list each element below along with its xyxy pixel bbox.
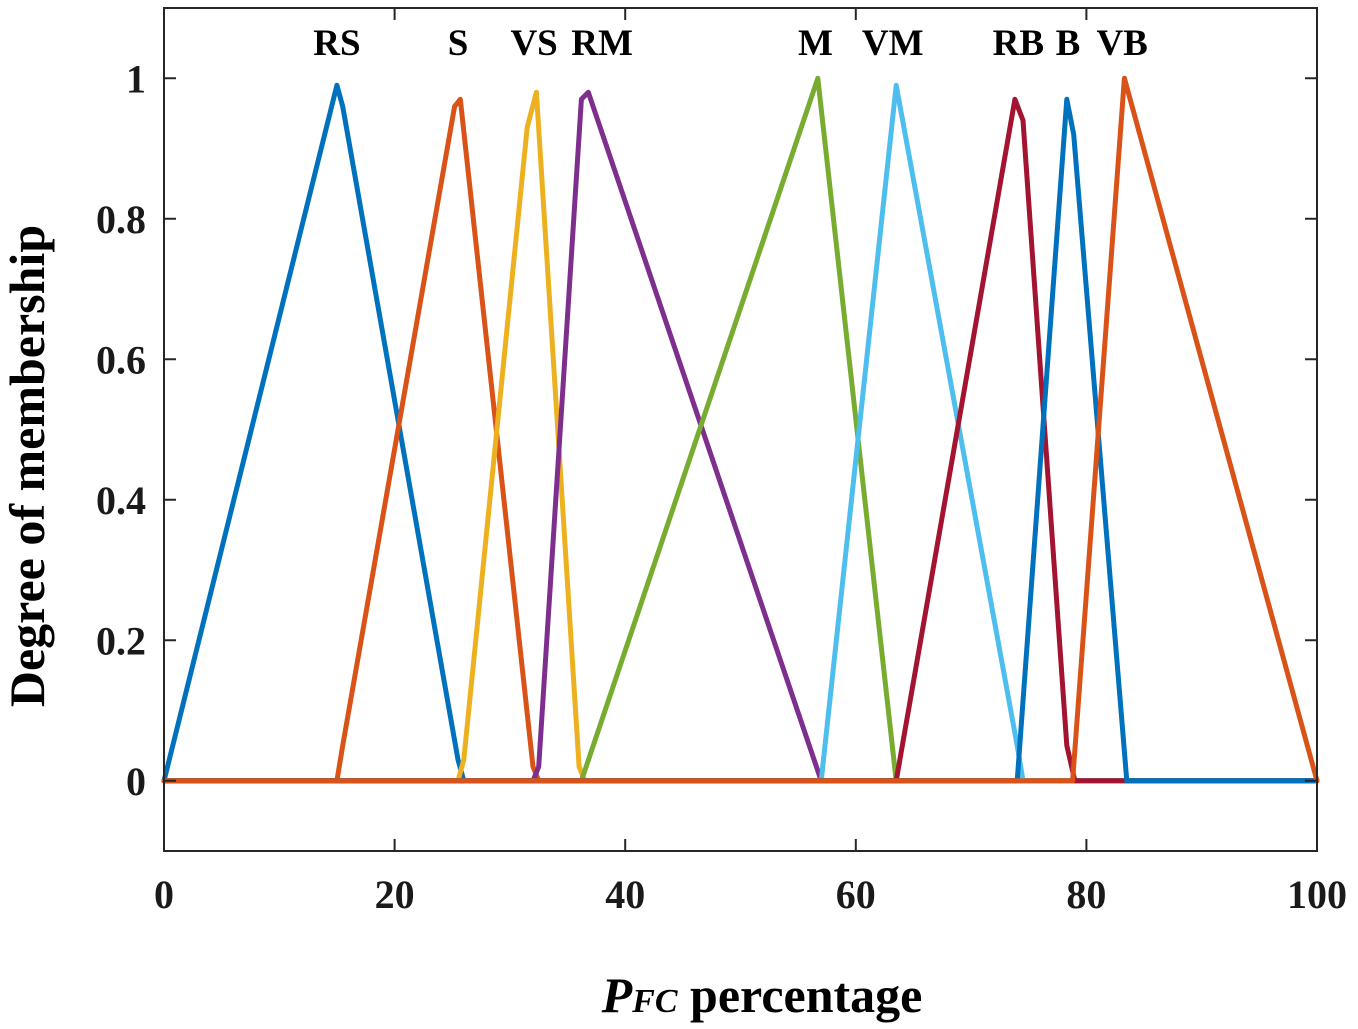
series-line-vm	[161, 82, 1320, 784]
series-label-rm: RM	[571, 23, 633, 64]
y-tick-label: 0.6	[96, 337, 146, 382]
series-line-b	[161, 96, 1320, 784]
series-label-b: B	[1056, 23, 1081, 64]
series-layer	[161, 75, 1320, 784]
series-label-m: M	[798, 23, 833, 64]
series-line-m	[161, 75, 1320, 784]
series-line-s	[161, 96, 1320, 784]
tick-layer: 0 20 40 60 80 100 0 0.2 0.4 0.6 0.8 1	[96, 8, 1347, 917]
y-tick-label: 0	[126, 759, 146, 804]
x-axis-title-suffix: percentage	[678, 967, 923, 1023]
series-line-rb	[161, 96, 1320, 784]
y-tick-label: 0.8	[96, 197, 146, 242]
x-tick-label: 60	[836, 872, 876, 917]
y-tick-label: 0.2	[96, 618, 146, 663]
x-axis-title-subscript: FC	[631, 983, 678, 1020]
x-tick-label: 40	[605, 872, 645, 917]
x-tick-label: 80	[1066, 872, 1106, 917]
series-label-vb: VB	[1096, 23, 1147, 64]
x-axis-title-symbol: P	[601, 967, 633, 1023]
x-tick-label: 100	[1287, 872, 1347, 917]
series-line-vb	[161, 75, 1320, 784]
series-label-vs: VS	[510, 23, 557, 64]
series-label-s: S	[448, 23, 469, 64]
x-axis-title: PFC percentage	[601, 967, 923, 1023]
series-line-rm	[161, 89, 1320, 784]
series-label-rs: RS	[313, 23, 360, 64]
series-line-vs	[161, 89, 1320, 784]
y-axis-title: Degree of membership	[0, 225, 55, 707]
series-label-vm: VM	[862, 23, 924, 64]
y-tick-label: 0.4	[96, 478, 146, 523]
series-line-rs	[161, 82, 1320, 784]
series-label-rb: RB	[993, 23, 1044, 64]
x-tick-label: 0	[154, 872, 174, 917]
x-tick-label: 20	[375, 872, 415, 917]
y-tick-label: 1	[126, 56, 146, 101]
plot-frame	[163, 7, 1318, 852]
label-layer: RS S VS RM M VM RB B VB	[313, 23, 1148, 64]
